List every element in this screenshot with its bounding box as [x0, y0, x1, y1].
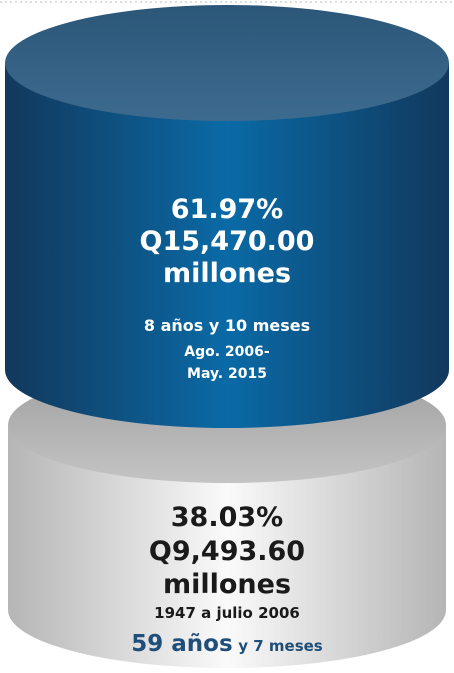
cylinder-bottom	[8, 552, 446, 668]
percent: 38.03%	[171, 502, 283, 533]
period: 1947 a julio 2006	[154, 604, 300, 622]
amount: Q15,470.00	[140, 226, 315, 257]
amount: Q9,493.60	[149, 536, 305, 567]
unit: millones	[163, 258, 291, 289]
period: Ago. 2006-	[184, 344, 270, 360]
period: May. 2015	[187, 366, 267, 382]
cylinder-bottom	[5, 312, 449, 428]
blue-cylinder	[5, 5, 449, 428]
duration: 8 años y 10 meses	[144, 316, 310, 335]
percent: 61.97%	[171, 194, 283, 225]
cylinder-top	[5, 5, 449, 121]
duration: 59 años y 7 meses	[131, 631, 323, 657]
duration-rest: y 7 meses	[238, 637, 323, 655]
unit: millones	[163, 569, 291, 600]
duration-main: 59 años	[131, 631, 232, 657]
